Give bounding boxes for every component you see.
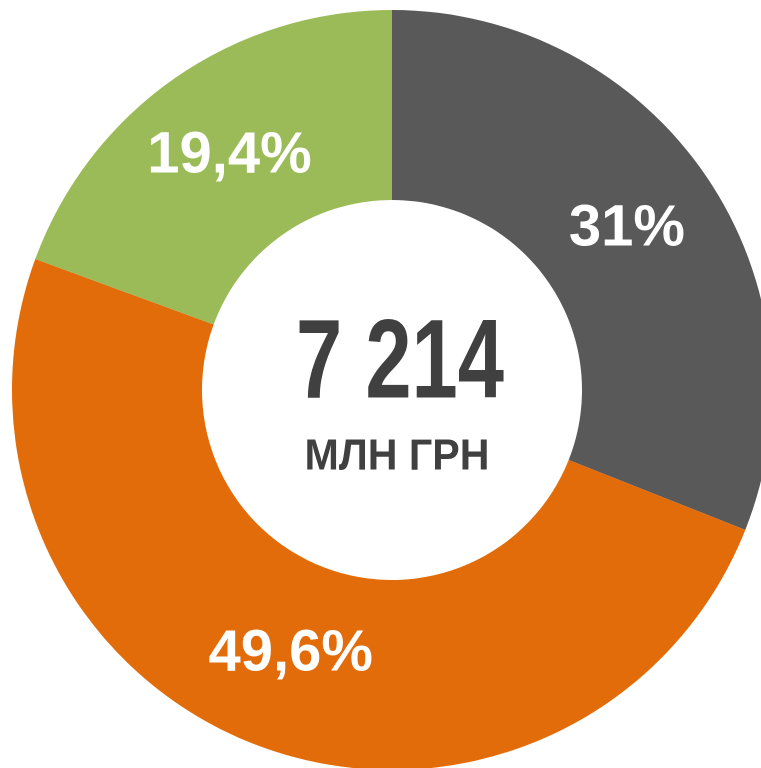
value-label: 19,4% xyxy=(147,120,311,185)
center-value: 7 214 xyxy=(296,297,504,422)
donut-slice xyxy=(392,10,761,530)
donut-slice xyxy=(35,10,393,325)
center-label: МЛН ГРН xyxy=(305,431,490,480)
slices xyxy=(12,10,761,768)
value-label: 31% xyxy=(569,194,685,259)
value-label: 49,6% xyxy=(209,619,373,684)
donut-slice xyxy=(12,259,746,768)
